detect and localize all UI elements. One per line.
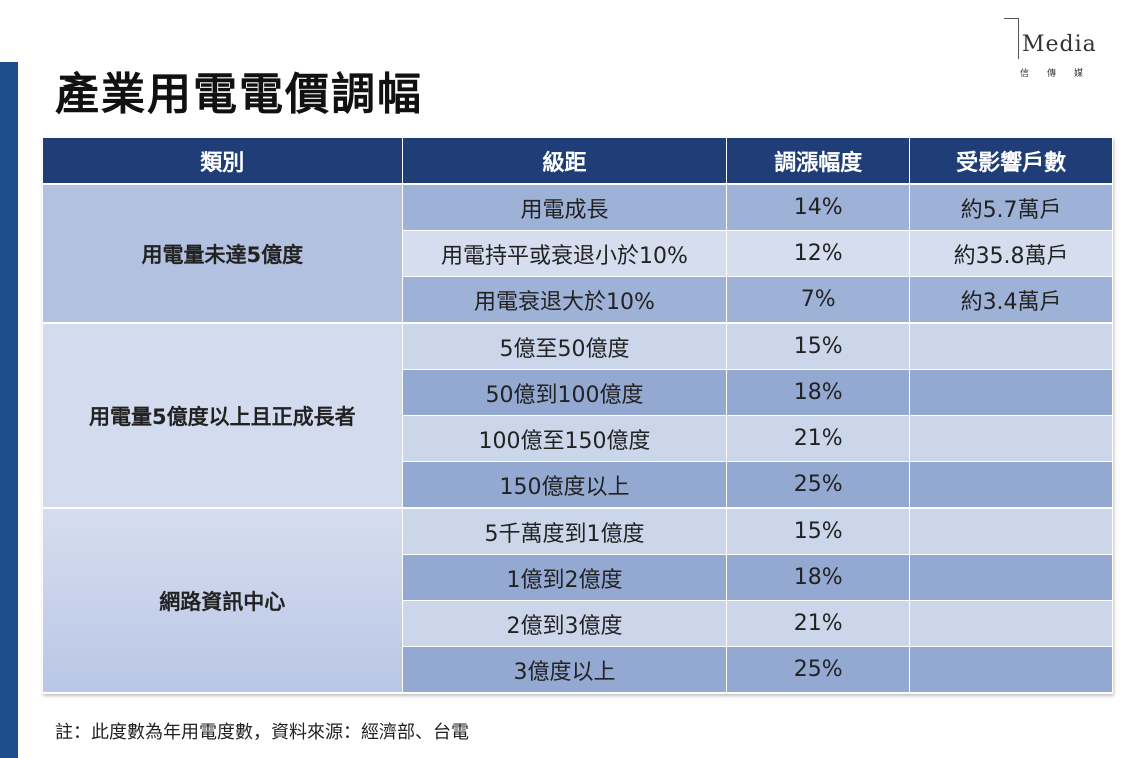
range-cell: 5億至50億度 <box>401 322 728 370</box>
header-cell: 調漲幅度 <box>726 137 911 185</box>
rate-table: 類別 級距 調漲幅度 受影響戶數 用電量未達5億度 用電成長 14% 約5.7萬戶 用電持平或… <box>42 137 1113 694</box>
households-cell <box>909 461 1113 509</box>
households-cell <box>909 322 1113 370</box>
rate-cell: 18% <box>726 554 911 601</box>
rate-cell: 14% <box>726 183 911 231</box>
households-cell: 約3.4萬戶 <box>909 276 1113 324</box>
logo-subtitle: 信傳媒 <box>1020 69 1102 79</box>
households-cell <box>909 507 1113 555</box>
category-cell: 用電量未達5億度 <box>42 183 403 324</box>
households-cell <box>909 646 1113 694</box>
side-bar <box>0 62 18 758</box>
rate-cell: 15% <box>726 322 911 370</box>
rate-cell: 25% <box>726 461 911 509</box>
rate-cell: 15% <box>726 507 911 555</box>
table-row: 150億度以上 25% <box>43 461 1113 509</box>
rate-cell: 21% <box>726 415 911 462</box>
households-cell <box>909 600 1113 647</box>
households-cell <box>909 415 1113 462</box>
table-row: 2億到3億度 21% <box>43 600 1113 647</box>
range-cell: 用電衰退大於10% <box>401 276 728 324</box>
table-row: 3億度以上 25% <box>43 646 1113 694</box>
households-cell: 約35.8萬戶 <box>909 230 1113 277</box>
table-row: 50億到100億度 18% <box>43 369 1113 416</box>
category-cell: 網路資訊中心 <box>42 507 403 694</box>
households-cell <box>909 369 1113 416</box>
range-cell: 150億度以上 <box>401 461 728 509</box>
header-row: 類別 級距 調漲幅度 受影響戶數 <box>42 137 1113 185</box>
table-row: 用電持平或衰退小於10% 12% 約35.8萬戶 <box>43 230 1113 277</box>
table-row: 100億至150億度 21% <box>43 415 1113 462</box>
table-row: 網路資訊中心 5千萬度到1億度 15% <box>42 507 1113 694</box>
header-cell: 類別 <box>42 137 403 185</box>
logo-name: Media <box>1022 32 1097 57</box>
range-cell: 用電持平或衰退小於10% <box>401 230 728 277</box>
table-row: 用電量5億度以上且正成長者 5億至50億度 15% <box>42 322 1113 509</box>
note: 註：此度數為年用電度數，資料來源：經濟部、台電 <box>55 722 469 743</box>
rate-cell: 7% <box>726 276 911 324</box>
households-cell: 約5.7萬戶 <box>909 183 1113 231</box>
title: 產業用電電價調幅 <box>55 69 423 120</box>
rate-cell: 25% <box>726 646 911 694</box>
header-cell: 受影響戶數 <box>909 137 1113 185</box>
rate-cell: 18% <box>726 369 911 416</box>
range-cell: 3億度以上 <box>401 646 728 694</box>
category-cell: 用電量5億度以上且正成長者 <box>42 322 403 509</box>
table-row: 用電衰退大於10% 7% 約3.4萬戶 <box>43 276 1113 324</box>
table-row: 用電量未達5億度 用電成長 14% 約5.7萬戶 <box>42 183 1113 324</box>
rate-cell: 12% <box>726 230 911 277</box>
range-cell: 100億至150億度 <box>401 415 728 462</box>
table-row: 1億到2億度 18% <box>43 554 1113 601</box>
households-cell <box>909 554 1113 601</box>
range-cell: 2億到3億度 <box>401 600 728 647</box>
range-cell: 5千萬度到1億度 <box>401 507 728 555</box>
range-cell: 50億到100億度 <box>401 369 728 416</box>
range-cell: 1億到2億度 <box>401 554 728 601</box>
header-cell: 級距 <box>401 137 728 185</box>
logo-icon <box>1004 18 1019 59</box>
range-cell: 用電成長 <box>401 183 728 231</box>
rate-cell: 21% <box>726 600 911 647</box>
